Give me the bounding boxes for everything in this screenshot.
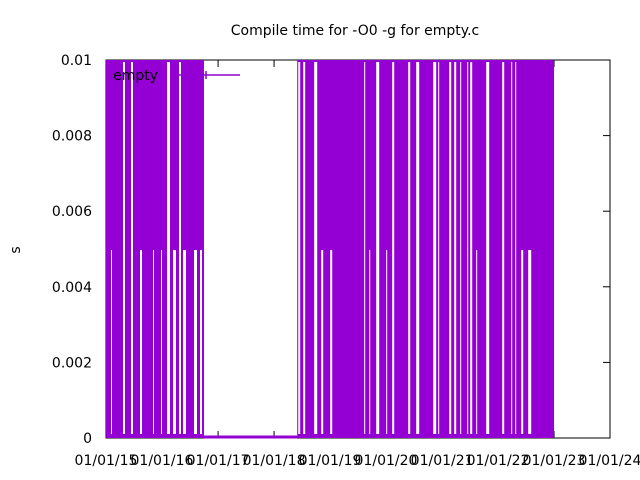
- series-gap: [179, 62, 181, 434]
- y-tick-label: 0.01: [61, 53, 92, 69]
- series-gap: [460, 62, 462, 434]
- series-gap: [467, 62, 469, 434]
- series-layer: [106, 60, 555, 439]
- series-gap: [173, 250, 176, 434]
- series-gap: [511, 62, 513, 434]
- series-gap: [153, 250, 154, 434]
- series-gap: [528, 250, 532, 434]
- series-gap: [321, 250, 324, 434]
- series-gap: [183, 250, 186, 434]
- series-gap: [486, 62, 490, 434]
- series-gap: [438, 62, 440, 434]
- series-gap: [131, 62, 133, 434]
- y-axis-ticks: 0 0.002 0.004 0.006 0.008 0.01: [52, 53, 610, 447]
- series-empty: [106, 60, 555, 439]
- x-tick-label: 01/01/22: [467, 453, 530, 469]
- series-gap: [330, 250, 333, 434]
- series-gap: [161, 250, 162, 434]
- series-gap: [303, 62, 306, 434]
- y-tick-label: 0.004: [52, 280, 92, 296]
- legend-label: empty: [113, 68, 158, 84]
- series-gap: [449, 62, 452, 434]
- series-gap: [476, 250, 478, 434]
- series-gap: [470, 62, 473, 434]
- x-tick-label: 01/01/20: [355, 453, 418, 469]
- y-axis-label: s: [8, 246, 24, 253]
- series-gap: [454, 62, 457, 434]
- x-tick-label: 01/01/18: [243, 453, 306, 469]
- series-gap: [194, 250, 197, 434]
- series-gap: [123, 62, 125, 434]
- series-gap: [364, 62, 366, 434]
- x-tick-label: 01/01/17: [187, 453, 250, 469]
- x-tick-label: 01/01/16: [131, 453, 194, 469]
- x-tick-label: 01/01/21: [411, 453, 474, 469]
- x-tick-label: 01/01/19: [299, 453, 362, 469]
- series-gap: [167, 62, 170, 434]
- series-gap: [416, 62, 420, 434]
- y-tick-label: 0.006: [52, 204, 92, 220]
- series-gap: [392, 62, 395, 434]
- series-gap: [515, 62, 517, 434]
- series-gap: [376, 62, 380, 434]
- y-tick-label: 0.002: [52, 355, 92, 371]
- series-gap: [298, 62, 301, 434]
- series-gap: [200, 250, 202, 434]
- series-gap: [433, 62, 437, 434]
- series-gap: [502, 62, 505, 434]
- series-gap: [521, 250, 524, 434]
- legend: empty: [113, 68, 240, 84]
- x-tick-label: 01/01/24: [579, 453, 640, 469]
- x-tick-label: 01/01/15: [75, 453, 138, 469]
- y-tick-label: 0.008: [52, 129, 92, 145]
- series-gap: [140, 250, 142, 434]
- series-gap: [314, 62, 318, 434]
- series-gap: [111, 250, 112, 434]
- x-tick-label: 01/01/23: [523, 453, 586, 469]
- series-gap: [369, 250, 371, 434]
- series-band: [106, 60, 204, 438]
- series-gap: [408, 62, 411, 434]
- chart-title: Compile time for -O0 -g for empty.c: [231, 23, 479, 39]
- y-tick-label: 0: [83, 431, 92, 447]
- series-gap: [386, 250, 388, 434]
